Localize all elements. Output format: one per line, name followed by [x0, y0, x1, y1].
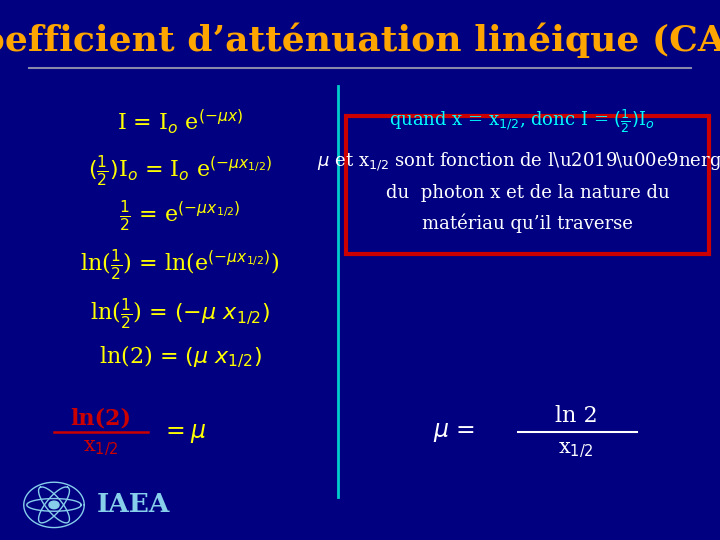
Text: $= \mu$: $= \mu$	[161, 422, 206, 445]
Text: du  photon x et de la nature du: du photon x et de la nature du	[386, 184, 670, 202]
Text: Coefficient d’atténuation linéique (CAL): Coefficient d’atténuation linéique (CAL)	[0, 23, 720, 58]
FancyBboxPatch shape	[346, 116, 709, 254]
Text: $\mu$ =: $\mu$ =	[433, 421, 474, 443]
Text: ln(2): ln(2)	[71, 408, 131, 429]
Text: matériau qu’il traverse: matériau qu’il traverse	[423, 214, 633, 233]
Text: $(\frac{1}{2})$I$_o$ = I$_o$ e$^{(-\mu x_{1/2})}$: $(\frac{1}{2})$I$_o$ = I$_o$ e$^{(-\mu x…	[88, 153, 272, 187]
Text: x$_{1/2}$: x$_{1/2}$	[558, 441, 594, 461]
Text: $\mu$ et x$_{1/2}$ sont fonction de l\u2019\u00e9nergie: $\mu$ et x$_{1/2}$ sont fonction de l\u2…	[317, 151, 720, 173]
Text: I = I$_o$ e$^{(-\mu x)}$: I = I$_o$ e$^{(-\mu x)}$	[117, 107, 243, 136]
Circle shape	[49, 501, 59, 509]
Text: ln($\frac{1}{2}$) = ln(e$^{(-\mu x_{1/2})}$): ln($\frac{1}{2}$) = ln(e$^{(-\mu x_{1/2}…	[81, 247, 279, 282]
Text: $\frac{1}{2}$ = e$^{(-\mu x_{1/2})}$: $\frac{1}{2}$ = e$^{(-\mu x_{1/2})}$	[120, 199, 240, 233]
Text: IAEA: IAEA	[96, 492, 170, 517]
Text: x$_{1/2}$: x$_{1/2}$	[83, 438, 119, 458]
Text: quand x = x$_{1/2}$, donc I = $(\frac{1}{2})$I$_o$: quand x = x$_{1/2}$, donc I = $(\frac{1}…	[390, 107, 654, 136]
Text: ln($\frac{1}{2}$) = $(-\mu\ x_{1/2})$: ln($\frac{1}{2}$) = $(-\mu\ x_{1/2})$	[90, 296, 270, 330]
Text: ln 2: ln 2	[554, 405, 598, 427]
Text: ln(2) = $(\mu\ x_{1/2})$: ln(2) = $(\mu\ x_{1/2})$	[99, 343, 261, 369]
